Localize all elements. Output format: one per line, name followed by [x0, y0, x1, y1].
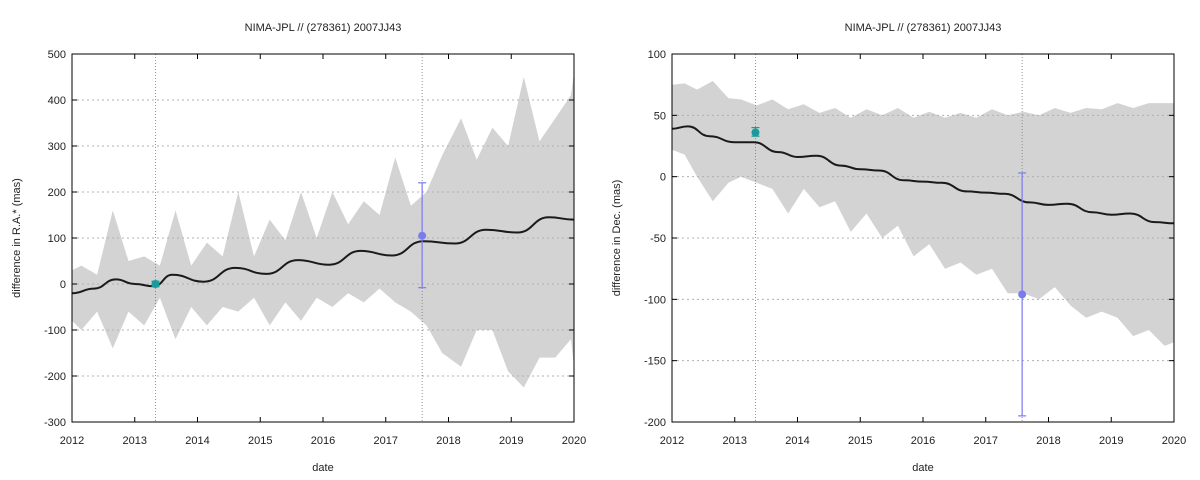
- y-tick-label: 200: [48, 187, 66, 199]
- x-axis-label: date: [912, 462, 933, 474]
- y-tick-label: 100: [48, 233, 66, 245]
- x-axis-label: date: [312, 462, 333, 474]
- y-tick-label: -200: [44, 371, 66, 383]
- x-tick-label: 2020: [562, 435, 586, 447]
- x-tick-label: 2014: [185, 435, 209, 447]
- y-tick-label: 0: [660, 172, 666, 184]
- y-tick-label: 400: [48, 95, 66, 107]
- chart-title: NIMA-JPL // (278361) 2007JJ43: [845, 22, 1002, 34]
- x-tick-label: 2020: [1162, 435, 1186, 447]
- x-tick-label: 2018: [436, 435, 460, 447]
- dec-chart: -200 -150 -100 -50 0 50 100 2012 2013 2014 2015 201…: [611, 22, 1186, 474]
- x-tick-label: 2015: [248, 435, 272, 447]
- x-tick-label: 2016: [311, 435, 335, 447]
- y-tick-label: 300: [48, 141, 66, 153]
- x-tick-label: 2013: [723, 435, 747, 447]
- x-tick-label: 2012: [60, 435, 84, 447]
- y-tick-label: -300: [44, 417, 66, 429]
- observation-point: [1018, 290, 1027, 299]
- chart-title: NIMA-JPL // (278361) 2007JJ43: [245, 22, 402, 34]
- observation-point: [151, 280, 160, 288]
- x-tick-label: 2014: [785, 435, 809, 447]
- uncertainty-envelope: [72, 72, 574, 388]
- x-tick-label: 2015: [848, 435, 872, 447]
- y-tick-label: 500: [48, 49, 66, 61]
- x-tick-label: 2019: [1099, 435, 1123, 447]
- nominal-difference-line: [671, 125, 1175, 225]
- ra-chart: -300 -200 -100 0 100 200 300 400 500 2012 2013 2014…: [11, 22, 586, 474]
- y-tick-label: -100: [644, 294, 666, 306]
- nominal-difference-line: [71, 216, 575, 295]
- observation-point: [418, 231, 427, 240]
- y-tick-label: -50: [650, 233, 666, 245]
- x-tick-label: 2018: [1036, 435, 1060, 447]
- x-tick-label: 2016: [911, 435, 935, 447]
- y-axis-label: difference in R.A.* (mas): [11, 178, 23, 298]
- y-tick-label: 0: [60, 279, 66, 291]
- observation-point: [751, 128, 760, 137]
- y-axis-label: difference in Dec. (mas): [611, 180, 623, 297]
- x-tick-label: 2019: [499, 435, 523, 447]
- y-tick-label: -150: [644, 356, 666, 368]
- uncertainty-envelope: [672, 81, 1174, 346]
- y-tick-label: 50: [654, 110, 666, 122]
- x-tick-label: 2017: [374, 435, 398, 447]
- y-tick-label: -100: [44, 325, 66, 337]
- x-tick-label: 2012: [660, 435, 684, 447]
- y-tick-label: 100: [648, 49, 666, 61]
- x-tick-label: 2017: [974, 435, 998, 447]
- x-tick-label: 2013: [123, 435, 147, 447]
- y-tick-label: -200: [644, 417, 666, 429]
